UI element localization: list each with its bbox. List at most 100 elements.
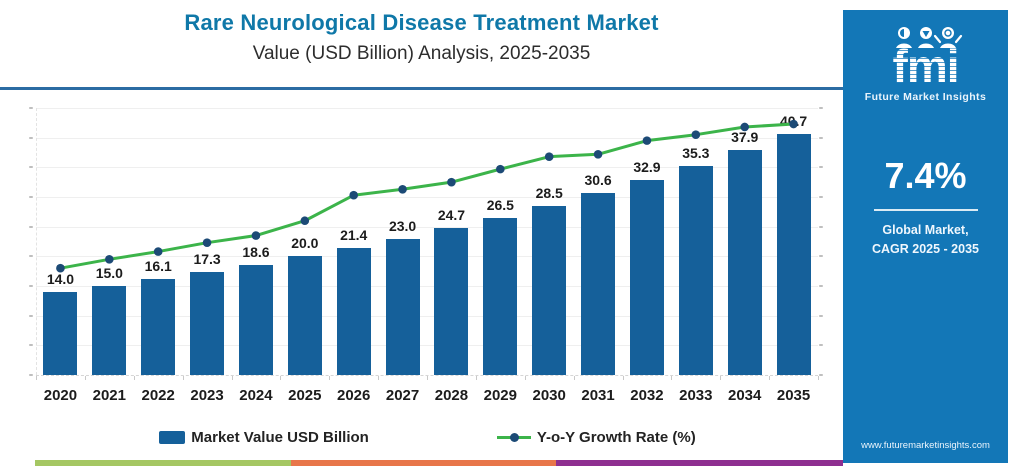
y-tick-right <box>819 344 823 347</box>
y-tick-left <box>29 166 33 169</box>
cagr-caption-line1: Global Market, <box>882 223 969 237</box>
bar-value-label: 20.0 <box>291 235 319 252</box>
bar <box>727 150 762 375</box>
line-point <box>544 152 554 161</box>
x-axis-label: 2027 <box>385 387 420 404</box>
x-axis-tick <box>671 376 673 380</box>
fmi-logo-text: fmi <box>865 43 986 89</box>
x-axis-label: 2024 <box>239 387 273 404</box>
fmi-logo: fmi Future Market Insights <box>865 26 986 103</box>
x-axis-label: 2025 <box>288 387 322 404</box>
y-tick-right <box>819 255 823 258</box>
bar-value-label: 28.5 <box>535 184 563 201</box>
line-point <box>496 164 505 174</box>
header-divider <box>0 87 843 90</box>
x-axis-tick <box>280 376 282 380</box>
line-point <box>251 231 261 240</box>
y-axis-line <box>36 108 37 375</box>
bar-value-label: 23.0 <box>388 217 417 234</box>
bar <box>776 133 811 375</box>
x-axis-label: 2030 <box>532 387 566 404</box>
y-tick-right <box>819 136 823 139</box>
x-axis-tick <box>427 376 428 380</box>
x-axis-tick <box>84 376 86 380</box>
bar-value-label: 32.9 <box>633 158 661 175</box>
y-tick-left <box>29 136 33 139</box>
x-axis-label: 2034 <box>728 387 762 404</box>
line-marker-icon <box>496 432 531 442</box>
logo-people-icons <box>895 27 962 48</box>
bar-value-label: 21.4 <box>340 227 368 244</box>
cagr-value: 7.4% <box>884 155 967 196</box>
legend-item-market-value: Market Value USD Billion <box>159 429 369 446</box>
bar <box>385 238 420 375</box>
strip-purple-segment <box>556 460 843 466</box>
bar <box>434 228 469 375</box>
y-gridline <box>36 137 818 139</box>
bar-value-label: 14.0 <box>46 270 75 287</box>
y-tick-left <box>29 255 33 258</box>
website-link[interactable]: www.futuremarketinsights.com <box>861 440 990 451</box>
chart-legend: Market Value USD Billion Y-o-Y Growth Ra… <box>6 424 849 450</box>
line-point <box>153 247 163 256</box>
line-point <box>447 177 456 187</box>
x-axis-label: 2023 <box>190 387 224 404</box>
y-tick-left <box>29 285 33 287</box>
x-axis-tick <box>475 376 477 380</box>
strip-orange-segment <box>291 460 557 466</box>
x-axis-label: 2035 <box>776 387 811 404</box>
bar-value-label: 17.3 <box>193 251 221 268</box>
x-axis-tick <box>818 376 819 380</box>
x-axis-tick <box>36 376 37 380</box>
chart-header: Rare Neurological Disease Treatment Mark… <box>0 6 843 65</box>
x-axis-label: 2026 <box>337 387 371 404</box>
bar-value-label: 16.1 <box>144 258 172 275</box>
y-gridline <box>36 108 818 109</box>
legend-label-growth-rate: Y-o-Y Growth Rate (%) <box>536 428 696 446</box>
bar <box>483 217 518 375</box>
line-point <box>398 184 407 194</box>
cagr-divider <box>873 209 978 211</box>
x-axis-label: 2028 <box>434 387 469 404</box>
bar <box>238 264 273 375</box>
y-tick-left <box>29 344 33 347</box>
fmi-sidebar: fmi Future Market Insights 7.4% Global M… <box>843 10 1008 463</box>
bar <box>92 286 127 375</box>
bar <box>43 291 78 375</box>
bar-value-label: 15.0 <box>95 265 123 281</box>
bar <box>336 248 371 375</box>
y-tick-left <box>29 107 33 109</box>
y-gridline <box>36 345 818 347</box>
y-tick-right <box>819 196 823 198</box>
legend-label-market-value: Market Value USD Billion <box>191 428 369 446</box>
y-tick-right <box>819 225 823 228</box>
x-axis-tick <box>622 376 624 380</box>
bar-value-label: 40.7 <box>779 112 808 129</box>
y-tick-right <box>819 285 823 287</box>
line-point <box>202 238 212 247</box>
x-axis-line <box>36 375 818 376</box>
bar-value-label: 26.5 <box>486 196 514 213</box>
bar <box>190 272 225 375</box>
y-tick-left <box>29 196 33 198</box>
x-axis-label: 2021 <box>92 387 126 404</box>
x-axis-tick <box>231 376 233 380</box>
y-tick-left <box>29 225 33 228</box>
bar-value-label: 18.6 <box>242 243 270 260</box>
cagr-block: 7.4% Global Market, CAGR 2025 - 2035 <box>843 155 1008 259</box>
bar <box>678 165 713 375</box>
x-axis-tick <box>573 376 575 380</box>
y-tick-left <box>29 374 33 376</box>
x-axis-label: 2020 <box>43 387 78 404</box>
bar-value-label: 24.7 <box>437 207 466 224</box>
bottom-accent-strip <box>35 460 843 466</box>
x-axis-label: 2022 <box>141 387 175 404</box>
x-axis-label: 2032 <box>630 387 664 404</box>
bar <box>532 205 567 375</box>
page-title: Rare Neurological Disease Treatment Mark… <box>184 10 659 35</box>
x-axis-tick <box>524 376 526 380</box>
y-gridline <box>36 286 818 287</box>
strip-green-segment <box>35 460 292 466</box>
y-tick-right <box>819 374 823 376</box>
